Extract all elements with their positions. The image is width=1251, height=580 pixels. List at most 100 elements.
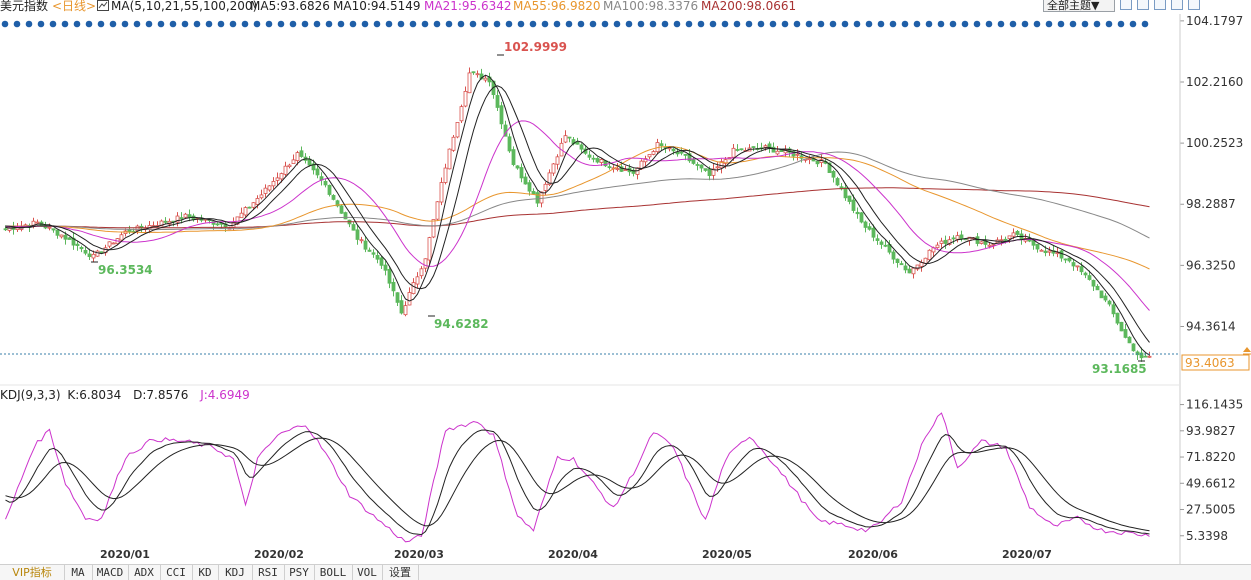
period-selector[interactable]: <日线> [52, 0, 97, 13]
event-dot[interactable] [229, 20, 237, 28]
event-dot[interactable] [493, 20, 501, 28]
event-dot[interactable] [913, 20, 921, 28]
tab-ma[interactable]: MA [64, 565, 93, 580]
event-dot[interactable] [337, 20, 345, 28]
event-dot[interactable] [325, 20, 333, 28]
event-dot[interactable] [781, 20, 789, 28]
tab-kd[interactable]: KD [192, 565, 219, 580]
event-dot[interactable] [637, 20, 645, 28]
event-dot[interactable] [769, 20, 777, 28]
event-dot[interactable] [1105, 20, 1113, 28]
event-dot[interactable] [721, 20, 729, 28]
event-dot[interactable] [121, 20, 129, 28]
layout-icon[interactable] [1154, 0, 1166, 10]
event-dot[interactable] [253, 20, 261, 28]
event-dot[interactable] [709, 20, 717, 28]
event-dot[interactable] [937, 20, 945, 28]
grid-view-icon[interactable] [1120, 0, 1132, 10]
event-dot[interactable] [1057, 20, 1065, 28]
event-dot[interactable] [205, 20, 213, 28]
event-dot[interactable] [685, 20, 693, 28]
event-dot[interactable] [289, 20, 297, 28]
event-dot[interactable] [277, 20, 285, 28]
event-dot[interactable] [1021, 20, 1029, 28]
event-dot[interactable] [757, 20, 765, 28]
event-dot[interactable] [877, 20, 885, 28]
event-dot[interactable] [481, 20, 489, 28]
event-dot[interactable] [433, 20, 441, 28]
ma-settings-icon[interactable] [97, 0, 109, 13]
event-dot[interactable] [673, 20, 681, 28]
event-dot[interactable] [829, 20, 837, 28]
event-dot[interactable] [13, 20, 21, 28]
event-dot[interactable] [961, 20, 969, 28]
event-dot[interactable] [409, 20, 417, 28]
event-dot[interactable] [577, 20, 585, 28]
event-dot[interactable] [181, 20, 189, 28]
event-dot[interactable] [73, 20, 81, 28]
event-dot[interactable] [589, 20, 597, 28]
event-dot[interactable] [541, 20, 549, 28]
event-dot[interactable] [853, 20, 861, 28]
event-dot[interactable] [145, 20, 153, 28]
event-dot[interactable] [1093, 20, 1101, 28]
event-dot[interactable] [217, 20, 225, 28]
event-dot[interactable] [1045, 20, 1053, 28]
event-dot[interactable] [301, 20, 309, 28]
event-dot[interactable] [925, 20, 933, 28]
event-dot[interactable] [889, 20, 897, 28]
event-dot[interactable] [61, 20, 69, 28]
event-dot[interactable] [241, 20, 249, 28]
event-dot[interactable] [697, 20, 705, 28]
event-dot[interactable] [193, 20, 201, 28]
tab-adx[interactable]: ADX [128, 565, 161, 580]
event-dot[interactable] [85, 20, 93, 28]
event-dot[interactable] [649, 20, 657, 28]
event-dot[interactable] [133, 20, 141, 28]
event-dot[interactable] [517, 20, 525, 28]
event-dot[interactable] [565, 20, 573, 28]
event-dot[interactable] [469, 20, 477, 28]
tab-vol[interactable]: VOL [352, 565, 383, 580]
tab-vip[interactable]: VIP指标 [0, 565, 65, 580]
event-dot[interactable] [505, 20, 513, 28]
tab-boll[interactable]: BOLL [314, 565, 353, 580]
event-dot[interactable] [1, 20, 9, 28]
event-dot[interactable] [805, 20, 813, 28]
event-dot[interactable] [1009, 20, 1017, 28]
event-dot[interactable] [817, 20, 825, 28]
event-dot[interactable] [949, 20, 957, 28]
event-dot[interactable] [901, 20, 909, 28]
event-dot[interactable] [1117, 20, 1125, 28]
event-dot[interactable] [445, 20, 453, 28]
tab-设置[interactable]: 设置 [382, 565, 419, 580]
event-dot[interactable] [265, 20, 273, 28]
event-dot[interactable] [733, 20, 741, 28]
event-dot[interactable] [613, 20, 621, 28]
split-view-icon[interactable] [1137, 0, 1149, 10]
event-dot[interactable] [157, 20, 165, 28]
event-dot[interactable] [553, 20, 561, 28]
event-dot[interactable] [1033, 20, 1041, 28]
event-dot[interactable] [97, 20, 105, 28]
event-dot[interactable] [745, 20, 753, 28]
event-dot[interactable] [1081, 20, 1089, 28]
event-dot[interactable] [49, 20, 57, 28]
event-dot[interactable] [109, 20, 117, 28]
event-dot[interactable] [457, 20, 465, 28]
event-dot[interactable] [661, 20, 669, 28]
event-dot[interactable] [985, 20, 993, 28]
event-dot[interactable] [997, 20, 1005, 28]
event-dot[interactable] [793, 20, 801, 28]
chart-canvas[interactable]: 104.1797 102.2160 100.2523 98.2887 96.3250 94… [0, 0, 1251, 564]
event-dot[interactable] [1129, 20, 1137, 28]
event-dot[interactable] [601, 20, 609, 28]
tab-kdj[interactable]: KDJ [218, 565, 253, 580]
event-dot[interactable] [841, 20, 849, 28]
event-dot[interactable] [37, 20, 45, 28]
event-dot[interactable] [385, 20, 393, 28]
tab-macd[interactable]: MACD [92, 565, 129, 580]
fullscreen-icon[interactable] [1171, 0, 1183, 10]
tab-rsi[interactable]: RSI [252, 565, 285, 580]
event-dot[interactable] [169, 20, 177, 28]
